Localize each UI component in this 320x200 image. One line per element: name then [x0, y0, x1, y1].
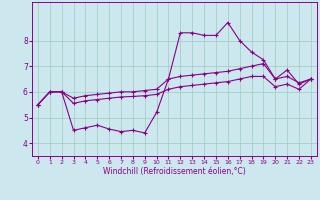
X-axis label: Windchill (Refroidissement éolien,°C): Windchill (Refroidissement éolien,°C): [103, 167, 246, 176]
